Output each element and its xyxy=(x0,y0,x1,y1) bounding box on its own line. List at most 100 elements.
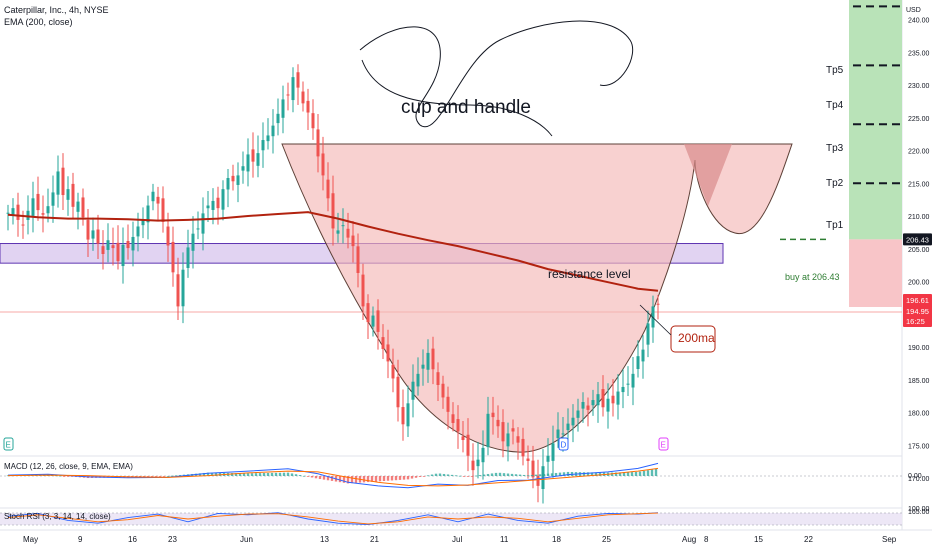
macd-histogram-bar xyxy=(230,473,234,476)
x-tick-label: 25 xyxy=(602,535,611,544)
target-lines xyxy=(853,5,902,185)
macd-histogram-bar xyxy=(250,473,254,476)
candle-body xyxy=(436,372,440,385)
macd-histogram-bar xyxy=(642,470,646,476)
macd-histogram-bar xyxy=(306,476,310,477)
macd-histogram-bar xyxy=(70,476,74,477)
resistance-label: resistance level xyxy=(548,267,631,281)
macd-histogram-bar xyxy=(146,476,150,477)
candle-body xyxy=(71,183,75,207)
macd-histogram-bar xyxy=(274,472,278,476)
macd-histogram-bar xyxy=(318,476,322,480)
tp3-label: Tp3 xyxy=(826,143,844,154)
macd-title[interactable]: MACD (12, 26, close, 9, EMA, EMA) xyxy=(4,462,133,471)
macd-histogram-bar xyxy=(166,476,170,477)
symbol-title[interactable]: Caterpillar, Inc., 4h, NYSE xyxy=(4,5,109,15)
macd-histogram-bar xyxy=(506,473,510,476)
macd-histogram-bar xyxy=(450,474,454,476)
candle-body xyxy=(391,364,395,379)
indicator-title[interactable]: EMA (200, close) xyxy=(4,17,73,27)
y-tick-label: 185.00 xyxy=(908,378,930,385)
macd-histogram-bar xyxy=(382,476,386,481)
candle-body xyxy=(476,459,480,467)
scribble-bottom xyxy=(361,59,553,137)
y-tick-label: 190.00 xyxy=(908,345,930,352)
macd-histogram-bar xyxy=(290,473,294,476)
candle-body xyxy=(491,412,495,418)
candle-body xyxy=(196,228,200,230)
macd-histogram-bar xyxy=(522,474,526,476)
candle-body xyxy=(101,246,105,254)
macd-histogram-bar xyxy=(390,476,394,481)
x-tick-label: Sep xyxy=(882,535,897,544)
candle-body xyxy=(641,349,645,362)
x-tick-label: 9 xyxy=(78,535,83,544)
macd-histogram-bar xyxy=(470,476,474,477)
macd-histogram-bar xyxy=(562,472,566,476)
candle-body xyxy=(36,193,40,211)
price-scale-bg xyxy=(902,0,932,550)
candle-body xyxy=(596,394,600,406)
candle-body xyxy=(261,140,265,151)
tp4-label: Tp4 xyxy=(826,100,844,111)
y-tick-label: 230.00 xyxy=(908,83,930,90)
macd-histogram-bar xyxy=(446,474,450,476)
macd-histogram-bar xyxy=(278,472,282,476)
macd-histogram-bar xyxy=(498,472,502,476)
ema-200-line xyxy=(7,211,659,292)
macd-histogram-bar xyxy=(106,476,110,478)
badge-last-line: 196.61 xyxy=(906,296,929,305)
candle-body xyxy=(91,230,95,239)
candle-body xyxy=(516,436,520,443)
event-marker xyxy=(658,437,669,451)
candle-body xyxy=(96,229,100,244)
macd-pane xyxy=(0,462,902,489)
stoch-title[interactable]: Stoch RSI (3, 3, 14, 14, close) xyxy=(4,512,111,521)
x-tick-label: 16 xyxy=(128,535,137,544)
candle-body xyxy=(606,398,610,412)
x-tick-label: 15 xyxy=(754,535,763,544)
candle-body xyxy=(466,434,470,456)
candle-body xyxy=(81,197,85,218)
y-tick-label: 205.00 xyxy=(908,247,930,254)
macd-histogram-bar xyxy=(310,476,314,478)
badge-last-line: 16:25 xyxy=(906,317,925,326)
y-tick-label: 175.00 xyxy=(908,443,930,450)
macd-histogram-bar xyxy=(238,473,242,476)
event-marker-label: D xyxy=(561,441,567,450)
macd-histogram-bar xyxy=(286,472,290,476)
macd-histogram-bar xyxy=(590,472,594,476)
candle-body xyxy=(496,419,500,427)
candle-body xyxy=(61,167,65,196)
macd-histogram-bar xyxy=(534,474,538,476)
candle-body xyxy=(421,364,425,369)
x-tick-label: Aug xyxy=(682,535,696,544)
candle-body xyxy=(441,383,445,398)
ma-label: 200ma xyxy=(678,331,715,345)
candle-body xyxy=(111,245,115,249)
candle-body xyxy=(221,189,225,210)
candle-body xyxy=(351,235,355,247)
candle-body xyxy=(376,310,380,332)
candle-body xyxy=(16,204,20,220)
x-tick-label: 18 xyxy=(552,535,561,544)
candle-body xyxy=(586,405,590,410)
x-tick-label: 23 xyxy=(168,535,177,544)
candle-body xyxy=(231,175,235,182)
candle-body xyxy=(131,236,135,251)
macd-histogram-bar xyxy=(158,476,162,477)
x-tick-label: 8 xyxy=(704,535,709,544)
macd-histogram-bar xyxy=(426,475,430,477)
candle-body xyxy=(136,226,140,237)
macd-histogram-bar xyxy=(542,473,546,476)
macd-histogram-bar xyxy=(538,474,542,476)
x-tick-label: 13 xyxy=(320,535,329,544)
y-tick-label: 240.00 xyxy=(908,18,930,25)
macd-histogram-bar xyxy=(342,476,346,483)
macd-histogram-bar xyxy=(478,475,482,476)
candle-body xyxy=(146,205,150,223)
macd-histogram-bar xyxy=(198,473,202,476)
macd-histogram-bar xyxy=(626,472,630,476)
candle-body xyxy=(206,205,210,209)
